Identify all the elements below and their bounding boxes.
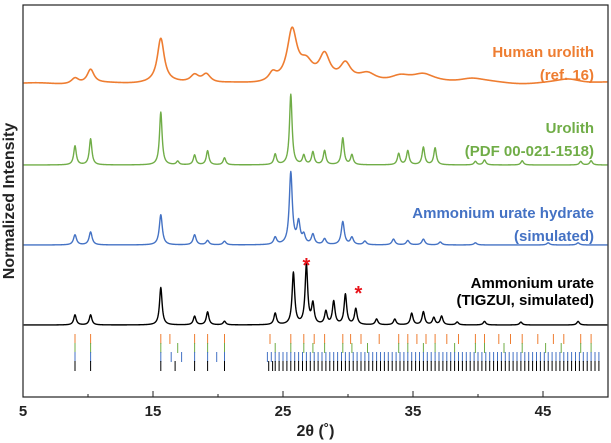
series-label-1-line-1: Human urolith bbox=[492, 44, 594, 61]
annotation-asterisk-1: * bbox=[303, 255, 311, 277]
pattern-traces bbox=[23, 26, 608, 326]
x-axis: 5 15 25 35 45 bbox=[19, 391, 609, 420]
x-tick-label-25: 25 bbox=[275, 403, 292, 420]
reflection-tick-rows bbox=[74, 334, 600, 371]
series-label-2-line-2: (PDF 00-021-1518) bbox=[465, 143, 594, 160]
trace-urolith bbox=[23, 93, 608, 166]
plot-frame bbox=[22, 4, 609, 398]
x-tick-label-45: 45 bbox=[535, 403, 552, 420]
annotation-asterisk-2: * bbox=[355, 283, 363, 305]
series-labels: Human urolith (ref. 16) Urolith (PDF 00-021… bbox=[412, 44, 594, 309]
series-label-4-line-2: (TIGZUI, simulated) bbox=[456, 292, 594, 309]
series-label-3-line-1: Ammonium urate hydrate bbox=[412, 205, 594, 222]
series-label-3-line-2: (simulated) bbox=[514, 228, 594, 245]
series-label-2-line-1: Urolith bbox=[546, 120, 594, 137]
x-tick-label-35: 35 bbox=[405, 403, 422, 420]
trace-human-urolith bbox=[23, 26, 608, 85]
y-axis-label: Normalized Intensity bbox=[1, 123, 18, 280]
trace-ammonium-urate-hydrate bbox=[23, 170, 608, 246]
series-label-1-line-2: (ref. 16) bbox=[540, 67, 594, 84]
annotations: ** bbox=[303, 255, 363, 305]
x-axis-label: 2θ (˚) bbox=[297, 423, 335, 440]
x-tick-label-15: 15 bbox=[145, 403, 162, 420]
trace-ammonium-urate bbox=[23, 263, 608, 326]
series-label-4-line-1: Ammonium urate bbox=[471, 275, 594, 292]
x-tick-label-5: 5 bbox=[19, 403, 27, 420]
